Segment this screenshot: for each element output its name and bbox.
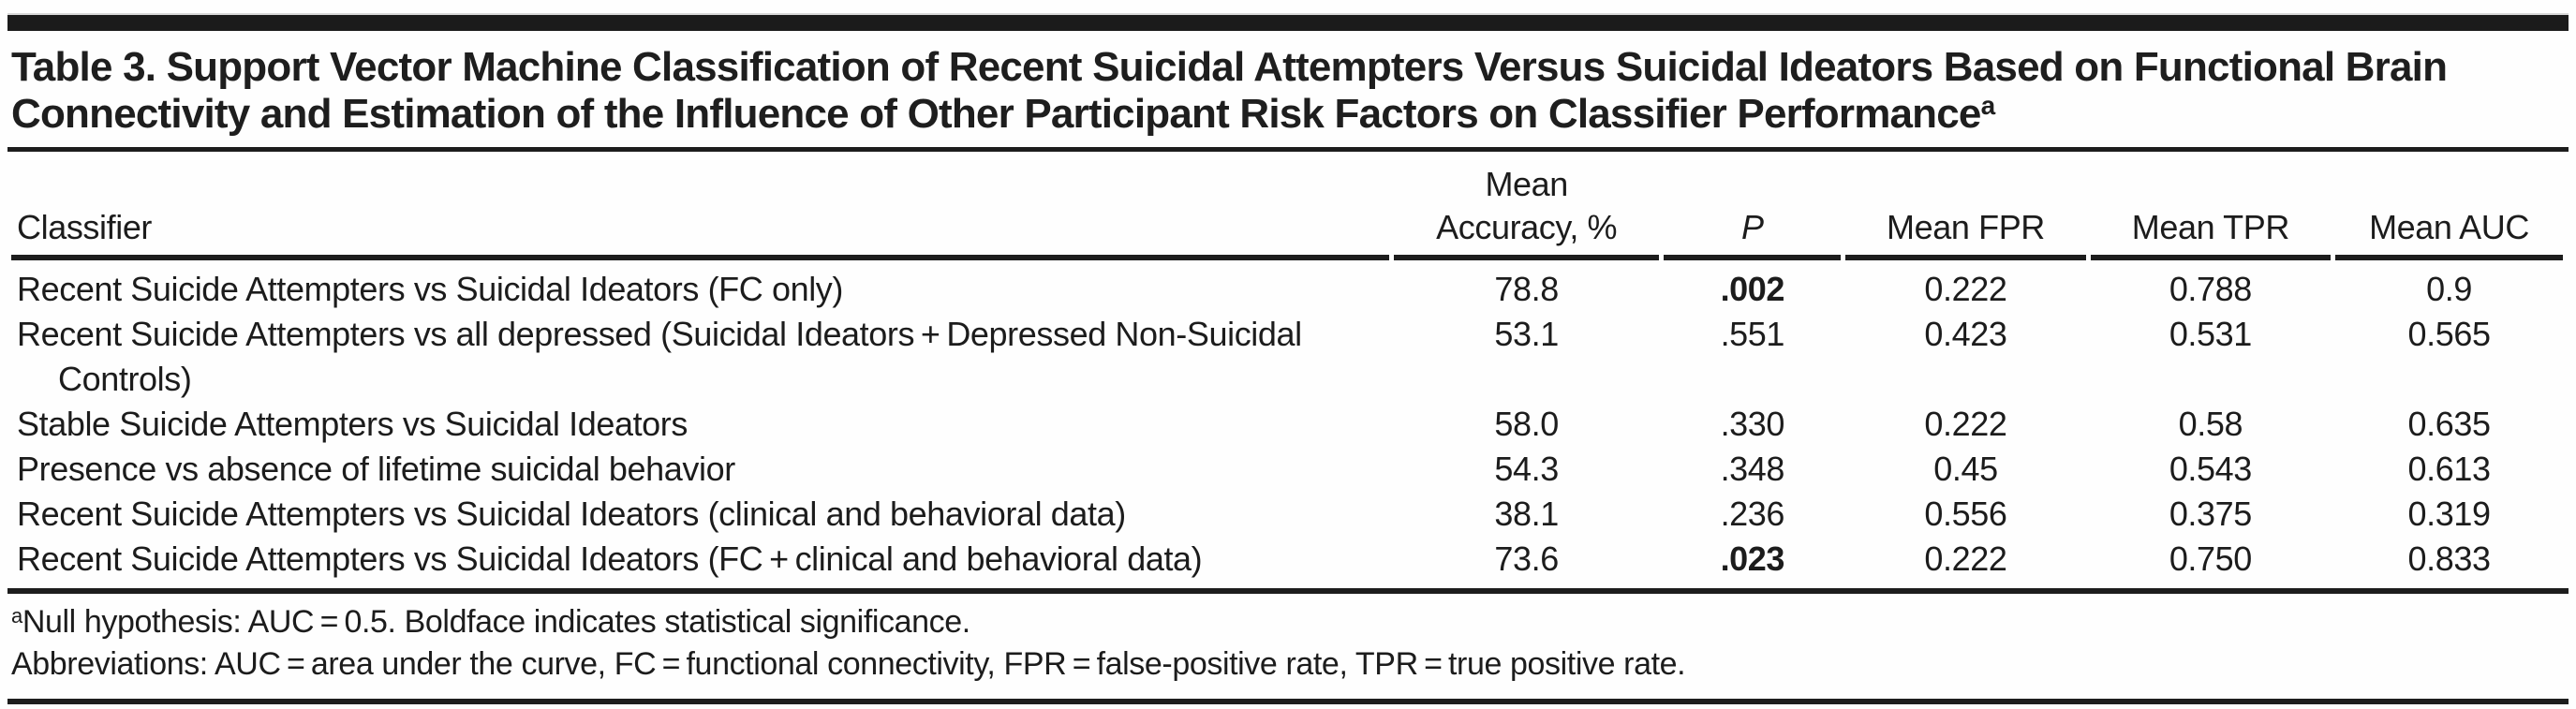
results-table: Classifier Mean Accuracy, % P Mean FPR M… xyxy=(7,152,2568,582)
col-header-mean-accuracy: Mean Accuracy, % xyxy=(1393,152,1660,260)
col-header-mean-auc: Mean AUC xyxy=(2335,152,2563,260)
cell-mean-fpr: 0.556 xyxy=(1924,495,2007,533)
cell-p-value: .236 xyxy=(1720,495,1785,533)
table-row: Stable Suicide Attempters vs Suicidal Id… xyxy=(11,402,2563,447)
footnote-marker: a xyxy=(11,604,22,628)
cell-mean-auc: 0.635 xyxy=(2407,405,2491,443)
cell-mean-accuracy: 78.8 xyxy=(1494,270,1559,308)
cell-p-value: .330 xyxy=(1720,405,1785,443)
table-row: Recent Suicide Attempters vs all depress… xyxy=(11,312,2563,402)
cell-p-value: .002 xyxy=(1720,270,1785,308)
table-row: Recent Suicide Attempters vs Suicidal Id… xyxy=(11,492,2563,537)
cell-p-value: .551 xyxy=(1720,315,1785,353)
col-header-p-value: P xyxy=(1664,152,1842,260)
footnote-abbreviations: Abbreviations: AUC = area under the curv… xyxy=(11,646,1686,682)
cell-mean-fpr: 0.222 xyxy=(1924,270,2007,308)
table-title-text: Table 3. Support Vector Machine Classifi… xyxy=(11,44,2448,137)
cell-mean-accuracy: 73.6 xyxy=(1494,539,1559,578)
cell-mean-tpr: 0.58 xyxy=(2178,405,2243,443)
cell-mean-fpr: 0.45 xyxy=(1933,450,1998,488)
cell-mean-auc: 0.565 xyxy=(2407,315,2491,353)
cell-mean-tpr: 0.750 xyxy=(2169,539,2252,578)
cell-mean-auc: 0.319 xyxy=(2407,495,2491,533)
cell-classifier: Recent Suicide Attempters vs Suicidal Id… xyxy=(17,539,1203,578)
table-top-bar xyxy=(7,13,2569,31)
cell-mean-accuracy: 53.1 xyxy=(1494,315,1559,353)
cell-mean-tpr: 0.531 xyxy=(2169,315,2252,353)
cell-mean-auc: 0.9 xyxy=(2426,270,2472,308)
table-footnotes: aNull hypothesis: AUC = 0.5. Boldface in… xyxy=(11,601,2569,686)
cell-mean-fpr: 0.222 xyxy=(1924,539,2007,578)
cell-mean-tpr: 0.543 xyxy=(2169,450,2252,488)
table-title: Table 3. Support Vector Machine Classifi… xyxy=(11,44,2569,138)
title-footnote-marker: a xyxy=(1980,91,1996,120)
cell-classifier: Recent Suicide Attempters vs Suicidal Id… xyxy=(17,270,843,308)
title-divider-rule xyxy=(7,147,2569,152)
table-bottom-rule xyxy=(7,588,2569,594)
table-row: Recent Suicide Attempters vs Suicidal Id… xyxy=(11,537,2563,582)
col-header-mean-fpr: Mean FPR xyxy=(1845,152,2086,260)
page-bottom-rule xyxy=(7,699,2569,704)
cell-mean-accuracy: 38.1 xyxy=(1494,495,1559,533)
cell-mean-fpr: 0.222 xyxy=(1924,405,2007,443)
table-row: Presence vs absence of lifetime suicidal… xyxy=(11,447,2563,492)
header-row: Classifier Mean Accuracy, % P Mean FPR M… xyxy=(11,152,2563,260)
footnote-null-hypothesis: aNull hypothesis: AUC = 0.5. Boldface in… xyxy=(11,604,970,640)
cell-classifier: Recent Suicide Attempters vs all depress… xyxy=(17,315,1302,398)
col-header-mean-tpr: Mean TPR xyxy=(2090,152,2332,260)
col-header-classifier: Classifier xyxy=(11,152,1389,260)
cell-mean-fpr: 0.423 xyxy=(1924,315,2007,353)
cell-mean-tpr: 0.788 xyxy=(2169,270,2252,308)
table-row: Recent Suicide Attempters vs Suicidal Id… xyxy=(11,260,2563,312)
cell-mean-auc: 0.833 xyxy=(2407,539,2491,578)
cell-mean-tpr: 0.375 xyxy=(2169,495,2252,533)
cell-classifier: Stable Suicide Attempters vs Suicidal Id… xyxy=(17,405,688,443)
cell-mean-auc: 0.613 xyxy=(2407,450,2491,488)
cell-mean-accuracy: 58.0 xyxy=(1494,405,1559,443)
cell-p-value: .348 xyxy=(1720,450,1785,488)
cell-mean-accuracy: 54.3 xyxy=(1494,450,1559,488)
cell-classifier: Presence vs absence of lifetime suicidal… xyxy=(17,450,735,488)
cell-p-value: .023 xyxy=(1720,539,1785,578)
cell-classifier: Recent Suicide Attempters vs Suicidal Id… xyxy=(17,495,1126,533)
